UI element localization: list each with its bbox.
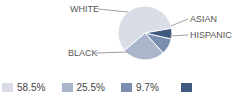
svg-text:ASIAN: ASIAN bbox=[190, 14, 217, 24]
svg-text:WHITE: WHITE bbox=[70, 4, 99, 14]
html-text:58.5%: 58.5% bbox=[17, 82, 46, 93]
svg-text:BLACK: BLACK bbox=[68, 48, 98, 58]
html-text:25.5%: 25.5% bbox=[76, 82, 105, 93]
html-text:9.7%: 9.7% bbox=[136, 82, 159, 93]
svg-text:HISPANIC: HISPANIC bbox=[190, 30, 232, 40]
